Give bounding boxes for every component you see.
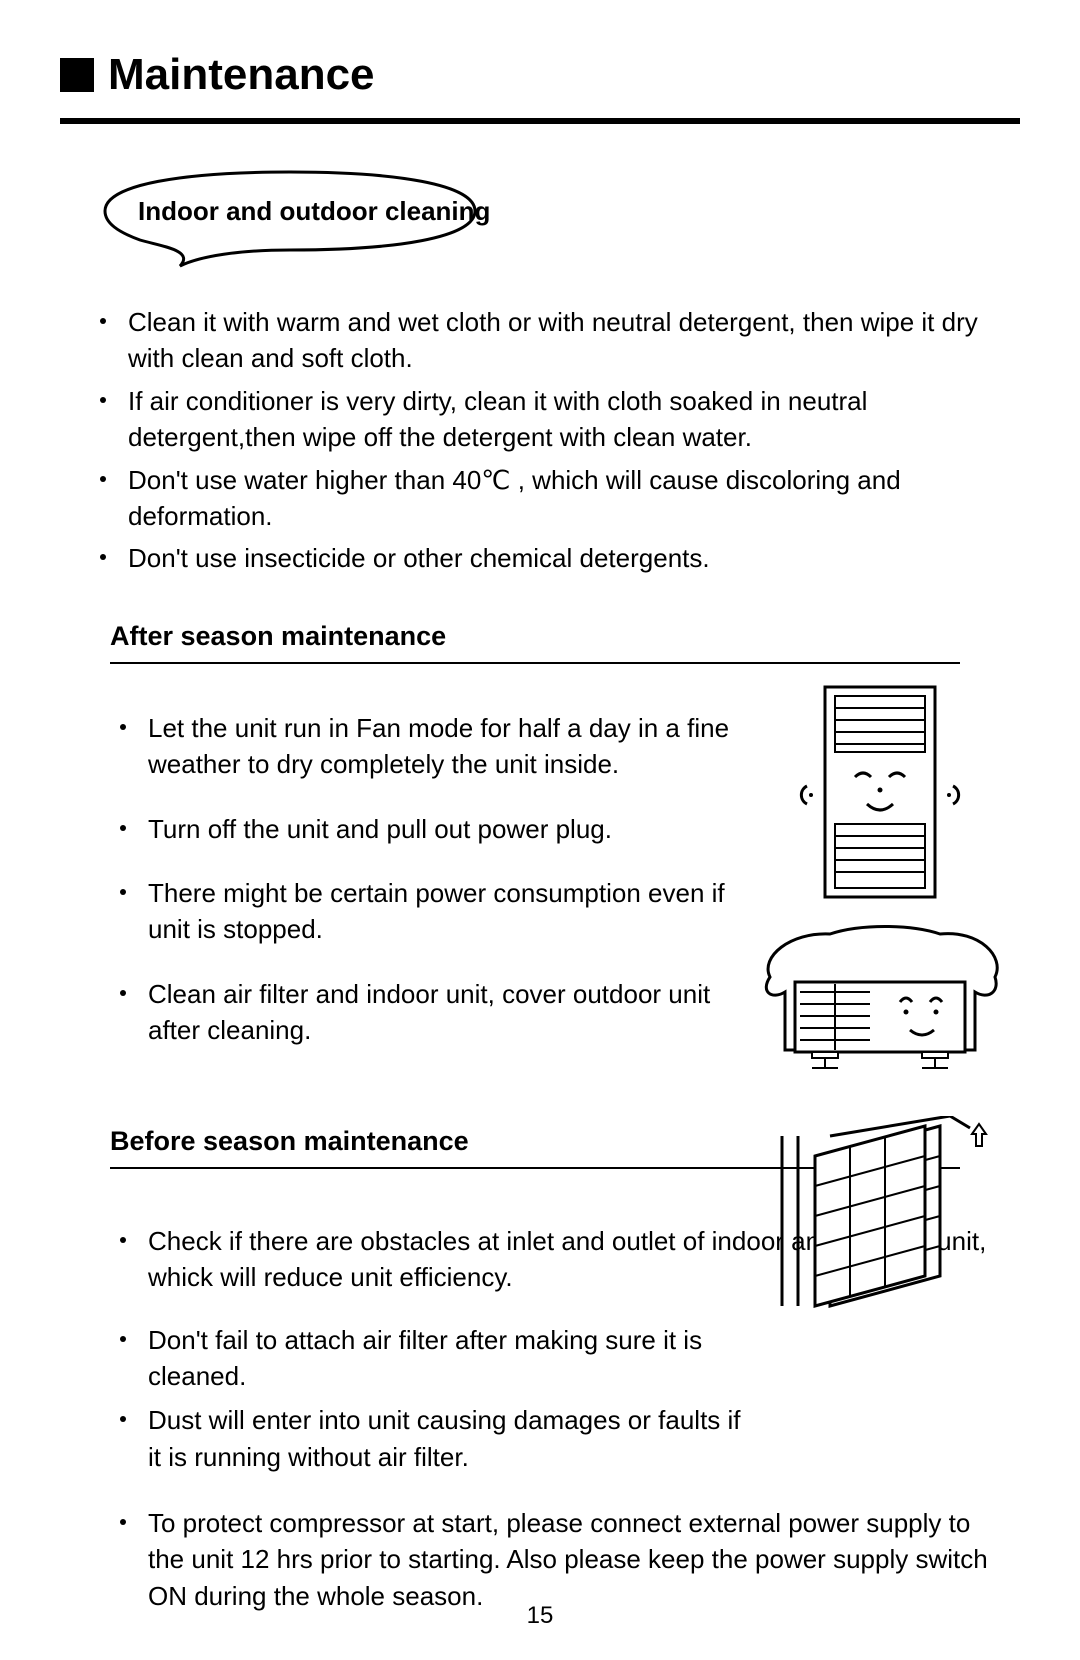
filter-figure-wrap: [770, 1116, 990, 1316]
list-item: To protect compressor at start, please c…: [120, 1505, 1010, 1614]
page-title-row: Maintenance: [60, 50, 1020, 100]
list-item: Don't use water higher than 40℃ , which …: [100, 462, 1000, 535]
list-item: Don't use insecticide or other chemical …: [100, 540, 1000, 576]
page-number: 15: [0, 1602, 1080, 1630]
manual-page: Maintenance Indoor and outdoor cleaning …: [0, 0, 1080, 1660]
indoor-ac-unit-icon: [795, 682, 965, 902]
callout-heading: Indoor and outdoor cleaning: [90, 166, 1020, 276]
cleaning-list: Clean it with warm and wet cloth or with…: [60, 304, 1020, 577]
outdoor-ac-unit-icon: [750, 922, 1010, 1082]
callout-heading-label: Indoor and outdoor cleaning: [138, 196, 490, 227]
after-season-rule: [110, 662, 960, 664]
list-item: Let the unit run in Fan mode for half a …: [120, 710, 730, 783]
list-item: If air conditioner is very dirty, clean …: [100, 383, 1000, 456]
list-item: Dust will enter into unit causing damage…: [120, 1402, 1010, 1475]
page-title: Maintenance: [108, 50, 375, 100]
air-filter-icon: [770, 1116, 990, 1316]
list-item: There might be certain power consumption…: [120, 875, 730, 948]
after-season-text: Let the unit run in Fan mode for half a …: [60, 682, 740, 1077]
title-bullet-square: [60, 58, 94, 92]
list-item: Clean air filter and indoor unit, cover …: [120, 976, 730, 1049]
after-season-row: Let the unit run in Fan mode for half a …: [60, 682, 1020, 1082]
title-underline: [60, 118, 1020, 124]
list-item: Don't fail to attach air filter after ma…: [120, 1322, 1010, 1395]
list-item: Clean it with warm and wet cloth or with…: [100, 304, 1000, 377]
list-item: Turn off the unit and pull out power plu…: [120, 811, 730, 847]
after-season-heading: After season maintenance: [110, 621, 1020, 652]
after-season-figures: [740, 682, 1020, 1082]
